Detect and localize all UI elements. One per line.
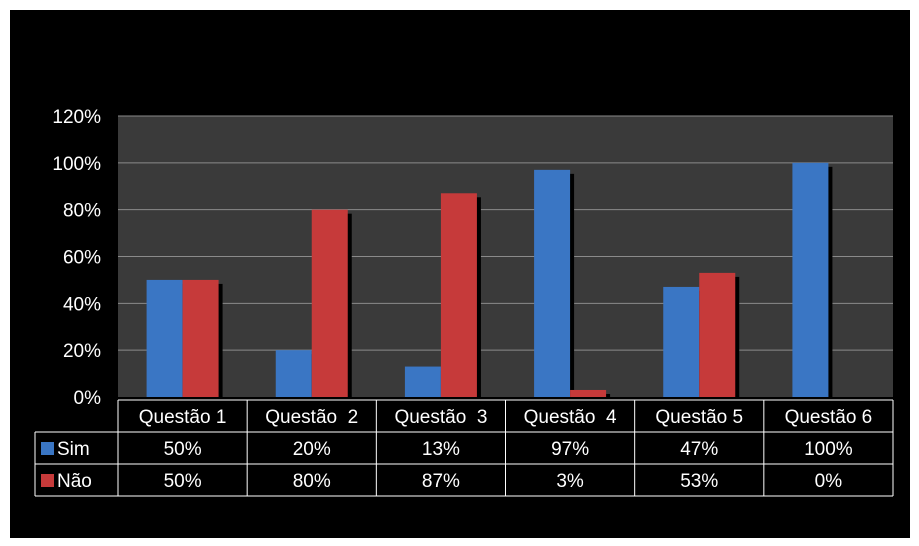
legend-key-sim [41,442,54,455]
data-value-label: 87% [422,471,460,492]
series-name: Não [57,471,92,492]
category-label: Questão 2 [265,407,358,428]
bar-n-o [311,209,348,397]
y-tick-label: 20% [63,341,101,362]
data-value-label: 100% [804,439,853,460]
bar-n-o [699,272,736,397]
y-tick-label: 40% [63,294,101,315]
bar-sim [792,162,829,397]
bar-sim [404,366,441,397]
data-value-label: 13% [422,439,460,460]
bar-sim [534,169,571,397]
category-label: Questão 4 [524,407,617,428]
data-value-label: 47% [680,439,718,460]
bar-n-o [182,279,219,397]
data-value-label: 50% [164,471,202,492]
category-label: Questão 6 [785,407,873,428]
category-label: Questão 1 [139,407,227,428]
bar-n-o [570,389,607,397]
bar-sim [146,279,183,397]
y-tick-label: 0% [74,388,102,409]
data-value-label: 97% [551,439,589,460]
y-tick-label: 80% [63,201,101,222]
bar-sim [275,350,312,397]
y-tick-label: 120% [52,107,101,128]
y-tick-label: 60% [63,248,101,269]
data-value-label: 3% [556,471,584,492]
data-value-label: 53% [680,471,718,492]
data-value-label: 0% [815,471,843,492]
data-value-label: 80% [293,471,331,492]
category-label: Questão 3 [394,407,487,428]
bar-sim [663,286,700,397]
data-value-label: 50% [164,439,202,460]
series-name: Sim [57,439,90,460]
y-tick-label: 100% [52,154,101,175]
bar-n-o [440,193,477,397]
data-value-label: 20% [293,439,331,460]
legend-key-n-o [41,474,54,487]
category-label: Questão 5 [655,407,743,428]
